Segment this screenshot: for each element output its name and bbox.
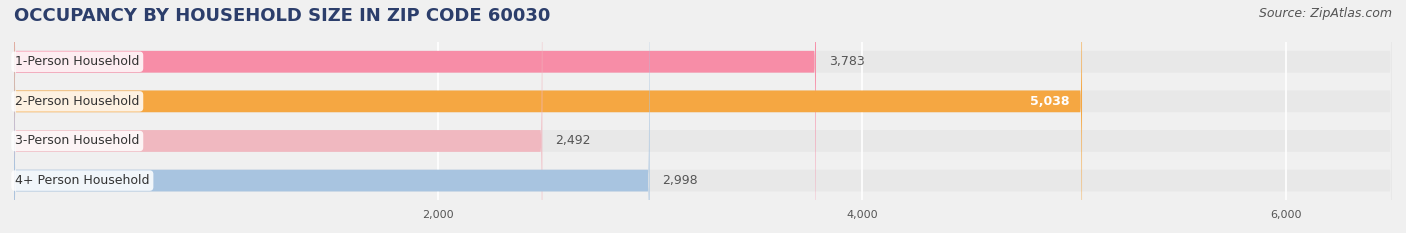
Text: 1-Person Household: 1-Person Household (15, 55, 139, 68)
Text: 3,783: 3,783 (828, 55, 865, 68)
Text: 3-Person Household: 3-Person Household (15, 134, 139, 147)
Text: 5,038: 5,038 (1029, 95, 1070, 108)
Text: 4+ Person Household: 4+ Person Household (15, 174, 149, 187)
FancyBboxPatch shape (14, 0, 650, 233)
FancyBboxPatch shape (14, 0, 815, 233)
FancyBboxPatch shape (14, 0, 1392, 233)
FancyBboxPatch shape (14, 0, 1392, 233)
Text: Source: ZipAtlas.com: Source: ZipAtlas.com (1258, 7, 1392, 20)
Text: 2,492: 2,492 (555, 134, 591, 147)
FancyBboxPatch shape (14, 0, 543, 233)
Text: 2,998: 2,998 (662, 174, 697, 187)
FancyBboxPatch shape (14, 0, 1392, 233)
Text: 2-Person Household: 2-Person Household (15, 95, 139, 108)
Text: OCCUPANCY BY HOUSEHOLD SIZE IN ZIP CODE 60030: OCCUPANCY BY HOUSEHOLD SIZE IN ZIP CODE … (14, 7, 550, 25)
FancyBboxPatch shape (14, 0, 1083, 233)
FancyBboxPatch shape (14, 0, 1392, 233)
